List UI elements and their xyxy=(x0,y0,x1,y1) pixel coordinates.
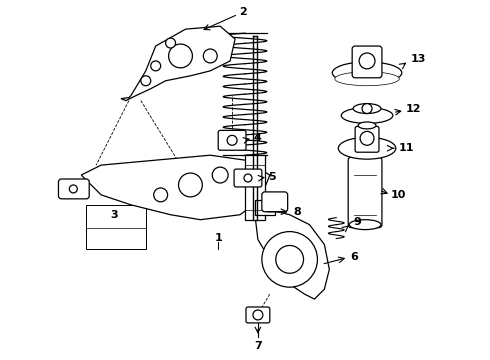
FancyBboxPatch shape xyxy=(348,157,382,228)
Text: 5: 5 xyxy=(268,172,275,182)
Circle shape xyxy=(178,173,202,197)
Polygon shape xyxy=(121,26,235,100)
Ellipse shape xyxy=(332,62,402,84)
Circle shape xyxy=(154,188,168,202)
Text: 6: 6 xyxy=(350,252,358,262)
Circle shape xyxy=(253,310,263,320)
Circle shape xyxy=(359,53,375,69)
Ellipse shape xyxy=(338,137,396,159)
Text: 9: 9 xyxy=(353,217,361,227)
Circle shape xyxy=(227,135,237,145)
Circle shape xyxy=(276,246,303,273)
FancyBboxPatch shape xyxy=(246,307,270,323)
Ellipse shape xyxy=(335,72,399,86)
FancyBboxPatch shape xyxy=(355,126,379,152)
Circle shape xyxy=(151,61,161,71)
Text: 4: 4 xyxy=(254,133,262,143)
FancyBboxPatch shape xyxy=(245,155,265,220)
Circle shape xyxy=(169,44,193,68)
Text: 2: 2 xyxy=(239,7,247,17)
Text: 10: 10 xyxy=(391,190,407,200)
Ellipse shape xyxy=(341,108,393,123)
FancyBboxPatch shape xyxy=(86,205,146,249)
FancyBboxPatch shape xyxy=(352,46,382,78)
Text: 7: 7 xyxy=(254,341,262,351)
Text: 12: 12 xyxy=(406,104,421,113)
Circle shape xyxy=(203,49,217,63)
FancyBboxPatch shape xyxy=(262,192,288,212)
Text: 1: 1 xyxy=(214,233,222,243)
Polygon shape xyxy=(255,200,275,215)
Ellipse shape xyxy=(358,122,376,129)
Polygon shape xyxy=(81,155,270,220)
FancyBboxPatch shape xyxy=(234,169,262,187)
Text: 8: 8 xyxy=(294,207,301,217)
Circle shape xyxy=(360,131,374,145)
Circle shape xyxy=(262,231,318,287)
Circle shape xyxy=(362,104,372,113)
Ellipse shape xyxy=(353,104,381,113)
Circle shape xyxy=(141,76,151,86)
FancyBboxPatch shape xyxy=(218,130,246,150)
FancyBboxPatch shape xyxy=(58,179,89,199)
Circle shape xyxy=(212,167,228,183)
Polygon shape xyxy=(255,210,329,299)
Circle shape xyxy=(70,185,77,193)
Text: 3: 3 xyxy=(110,210,118,220)
Ellipse shape xyxy=(349,220,381,230)
Circle shape xyxy=(244,174,252,182)
Text: 13: 13 xyxy=(411,54,426,64)
Circle shape xyxy=(166,38,175,48)
Text: 11: 11 xyxy=(399,143,415,153)
